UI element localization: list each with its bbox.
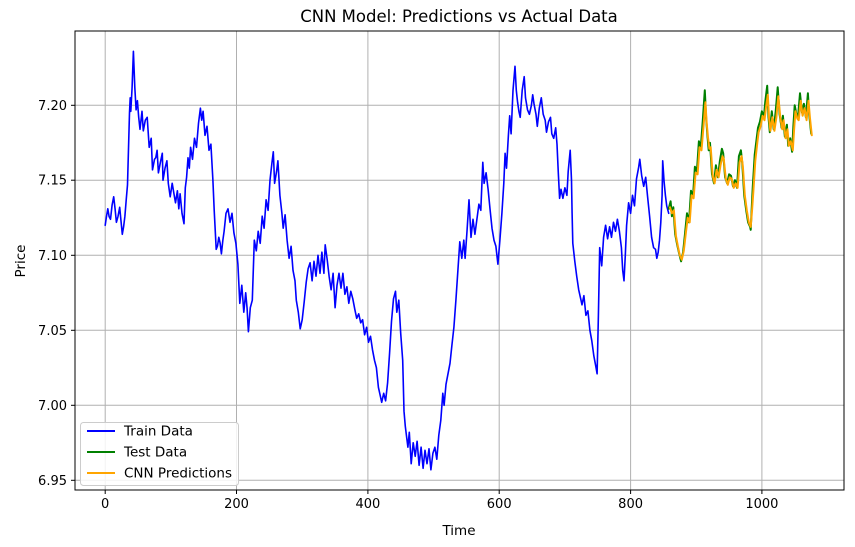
x-tick-label: 600 — [487, 497, 512, 512]
x-tick-label: 200 — [224, 497, 249, 512]
x-tick-label: 0 — [101, 497, 109, 512]
axis-ticks: 0 200 400 600 800 1000 6.95 7.00 7.05 7.10 7.15 7.2… — [38, 99, 778, 512]
series-line-train-data — [104, 50, 670, 471]
legend-frame — [80, 422, 239, 486]
legend: Train Data Test Data CNN Predictions — [80, 422, 239, 486]
x-axis-label: Time — [441, 523, 475, 539]
y-tick-label: 7.10 — [38, 249, 67, 264]
series-line-cnn-predictions — [669, 93, 813, 261]
x-tick-label: 1000 — [745, 497, 778, 512]
chart-title: CNN Model: Predictions vs Actual Data — [300, 7, 618, 26]
y-tick-label: 7.05 — [38, 324, 67, 339]
y-tick-label: 7.15 — [38, 174, 67, 189]
y-tick-label: 6.95 — [38, 474, 67, 489]
plot-area-border — [74, 30, 845, 491]
y-tick-label: 7.20 — [38, 99, 67, 114]
y-axis-label: Price — [13, 245, 29, 278]
legend-label-test: Test Data — [123, 445, 187, 461]
grid-lines — [75, 31, 844, 490]
legend-label-predictions: CNN Predictions — [124, 466, 232, 482]
x-tick-label: 800 — [618, 497, 643, 512]
legend-label-train: Train Data — [123, 424, 193, 440]
data-series — [104, 50, 813, 471]
series-line-test-data — [667, 84, 813, 263]
y-tick-label: 7.00 — [38, 399, 67, 414]
x-tick-label: 400 — [355, 497, 380, 512]
